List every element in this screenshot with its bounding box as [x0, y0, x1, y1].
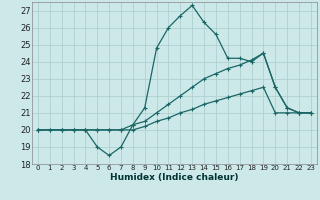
X-axis label: Humidex (Indice chaleur): Humidex (Indice chaleur) [110, 173, 239, 182]
